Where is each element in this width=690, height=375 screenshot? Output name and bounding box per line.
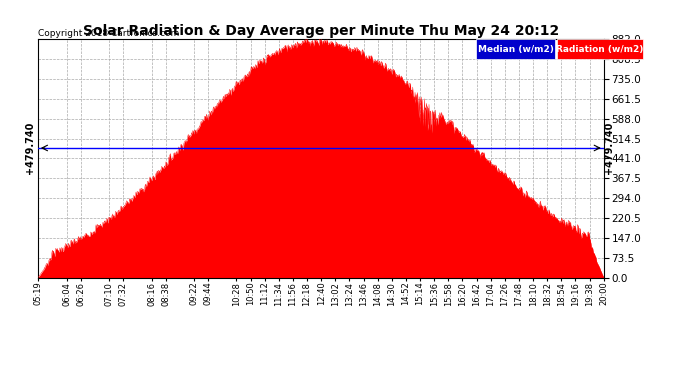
Text: Radiation (w/m2): Radiation (w/m2) — [556, 45, 644, 54]
Title: Solar Radiation & Day Average per Minute Thu May 24 20:12: Solar Radiation & Day Average per Minute… — [83, 24, 559, 38]
Text: +479.740: +479.740 — [25, 122, 34, 174]
Text: Copyright 2018 Cartronics.com: Copyright 2018 Cartronics.com — [38, 28, 179, 38]
Text: Median (w/m2): Median (w/m2) — [478, 45, 553, 54]
Text: +479.740: +479.740 — [604, 122, 614, 174]
